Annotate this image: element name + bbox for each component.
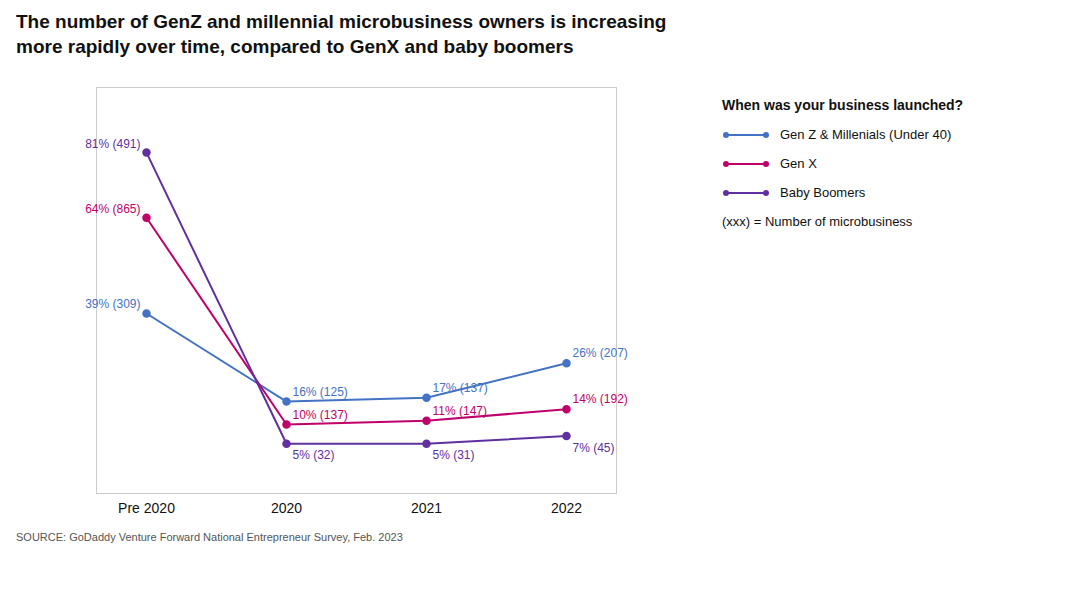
svg-text:5% (32): 5% (32) bbox=[293, 449, 335, 463]
svg-text:2020: 2020 bbox=[271, 501, 302, 517]
html-text:The number of GenZ and millenn: The number of GenZ and millennial microb… bbox=[16, 11, 667, 57]
html-text:SOURCE: GoDaddy Venture Forwar: SOURCE: GoDaddy Venture Forward National… bbox=[16, 531, 403, 544]
svg-text:2021: 2021 bbox=[411, 501, 442, 517]
svg-text:17% (137): 17% (137) bbox=[433, 381, 488, 395]
svg-text:81% (491): 81% (491) bbox=[85, 137, 140, 151]
html-text:When was your business launche: When was your business launched? bbox=[722, 97, 964, 114]
svg-text:11% (147): 11% (147) bbox=[433, 404, 487, 418]
svg-text:64% (865): 64% (865) bbox=[85, 202, 140, 216]
html-text:Gen X: Gen X bbox=[780, 156, 817, 172]
svg-text:39% (309): 39% (309) bbox=[85, 298, 140, 312]
svg-text:7% (45): 7% (45) bbox=[573, 441, 615, 455]
svg-text:2022: 2022 bbox=[551, 501, 582, 517]
svg-text:10% (137): 10% (137) bbox=[293, 408, 348, 422]
svg-text:16% (125): 16% (125) bbox=[293, 385, 348, 399]
html-text:(xxx) = Number of microbusines: (xxx) = Number of microbusiness bbox=[722, 214, 913, 230]
html-text:Gen Z & Millenials (Under 40): Gen Z & Millenials (Under 40) bbox=[780, 127, 952, 143]
svg-text:26% (207): 26% (207) bbox=[573, 347, 628, 361]
svg-text:5% (31): 5% (31) bbox=[433, 449, 475, 463]
svg-text:14% (192): 14% (192) bbox=[573, 393, 628, 407]
html-text:Baby Boomers: Baby Boomers bbox=[780, 185, 866, 201]
svg-text:Pre 2020: Pre 2020 bbox=[118, 501, 175, 517]
